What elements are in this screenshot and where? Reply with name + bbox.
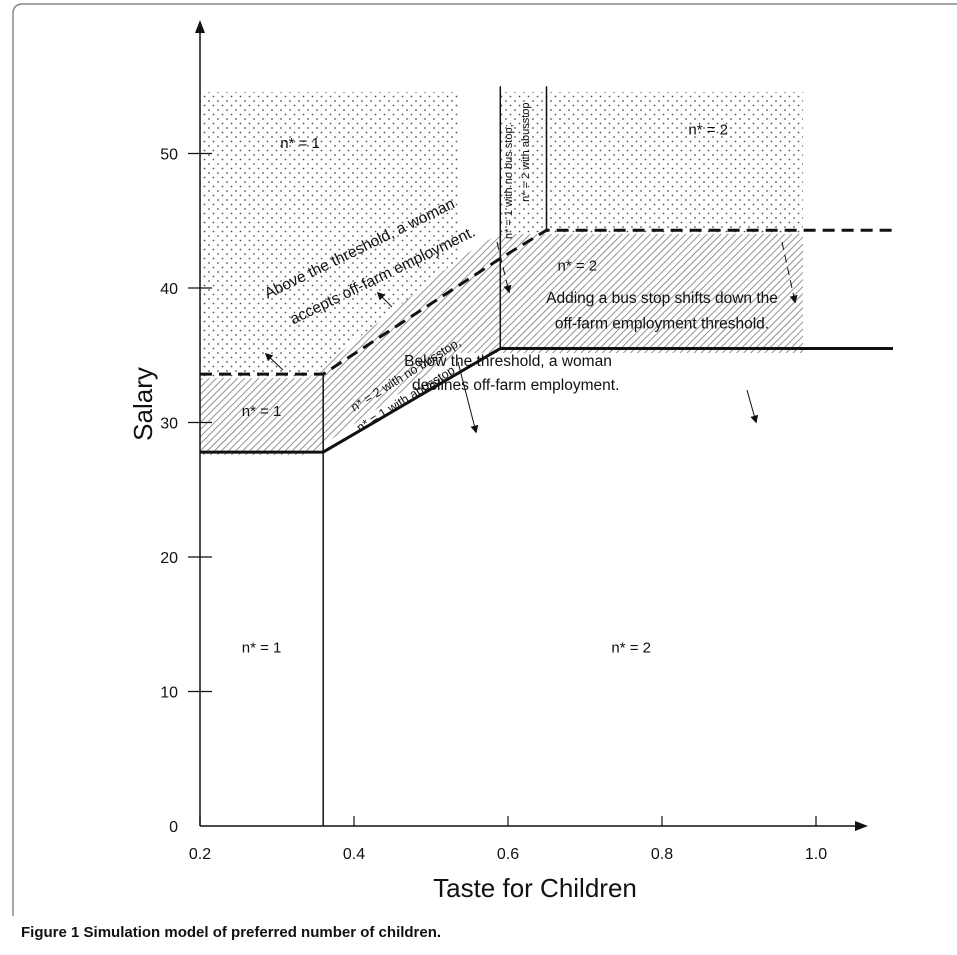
x-tick-label: 0.2 xyxy=(189,846,211,863)
x-tick-label: 0.8 xyxy=(651,846,673,863)
caption-label: Figure 1 xyxy=(21,924,80,941)
figure-border xyxy=(12,3,957,916)
annotation-arrows xyxy=(264,241,798,434)
region-label: n* = 1 xyxy=(242,403,282,420)
y-tick-label: 30 xyxy=(160,416,178,433)
x-axis-arrow xyxy=(855,821,868,831)
x-ticks: 0.2 0.4 0.6 0.8 1.0 xyxy=(189,816,827,863)
dotted-region-left xyxy=(200,92,460,378)
threshold-lines xyxy=(200,86,893,826)
arrow-above-up-left xyxy=(264,352,284,371)
x-axis-label: Taste for Children xyxy=(433,873,637,903)
y-ticks: 0 10 20 30 40 50 xyxy=(160,147,212,836)
threshold-line-1 xyxy=(200,347,893,454)
annotation-text: Below the threshold, a woman xyxy=(404,353,612,370)
annotation-text: off-farm employment threshold. xyxy=(555,315,769,332)
x-tick-label: 0.4 xyxy=(343,846,365,863)
y-axis-arrow xyxy=(195,20,205,33)
dotted-region-right xyxy=(498,92,803,234)
arrow-below-left xyxy=(457,361,479,434)
y-axis-label: Salary xyxy=(128,367,158,441)
annotation-text: Adding a bus stop shifts down the xyxy=(546,290,778,307)
region-label: n* = 1 xyxy=(242,639,282,656)
region-labels: n* = 1 n* = 2 n* = 2 n* = 1 n* = 1 n* = 2 xyxy=(242,122,728,657)
figure-caption: Figure 1 Simulation model of preferred n… xyxy=(21,924,441,941)
x-tick-label: 0.6 xyxy=(497,846,519,863)
region-label: n* = 2 xyxy=(611,639,651,656)
annotation-text: declines off-farm employment. xyxy=(412,377,619,394)
y-tick-label: 50 xyxy=(160,147,178,164)
y-tick-label: 20 xyxy=(160,550,178,567)
y-tick-label: 10 xyxy=(160,685,178,702)
annotation-text: n* = 2 with abusstop xyxy=(520,103,532,202)
hatched-region xyxy=(200,234,803,455)
region-label: n* = 1 xyxy=(280,135,320,152)
y-tick-label: 0 xyxy=(169,819,178,836)
y-tick-label: 40 xyxy=(160,281,178,298)
x-tick-label: 1.0 xyxy=(805,846,827,863)
arrow-shift-left xyxy=(496,241,512,294)
arrow-above-up-right xyxy=(376,291,393,308)
arrow-shift-right xyxy=(781,241,798,304)
arrow-below-right xyxy=(746,389,759,424)
caption-text: Simulation model of preferred number of … xyxy=(83,924,442,941)
annotation-text: n* = 1 with no bus stop; xyxy=(503,124,515,239)
region-label: n* = 2 xyxy=(688,122,728,139)
region-label: n* = 2 xyxy=(557,258,597,275)
